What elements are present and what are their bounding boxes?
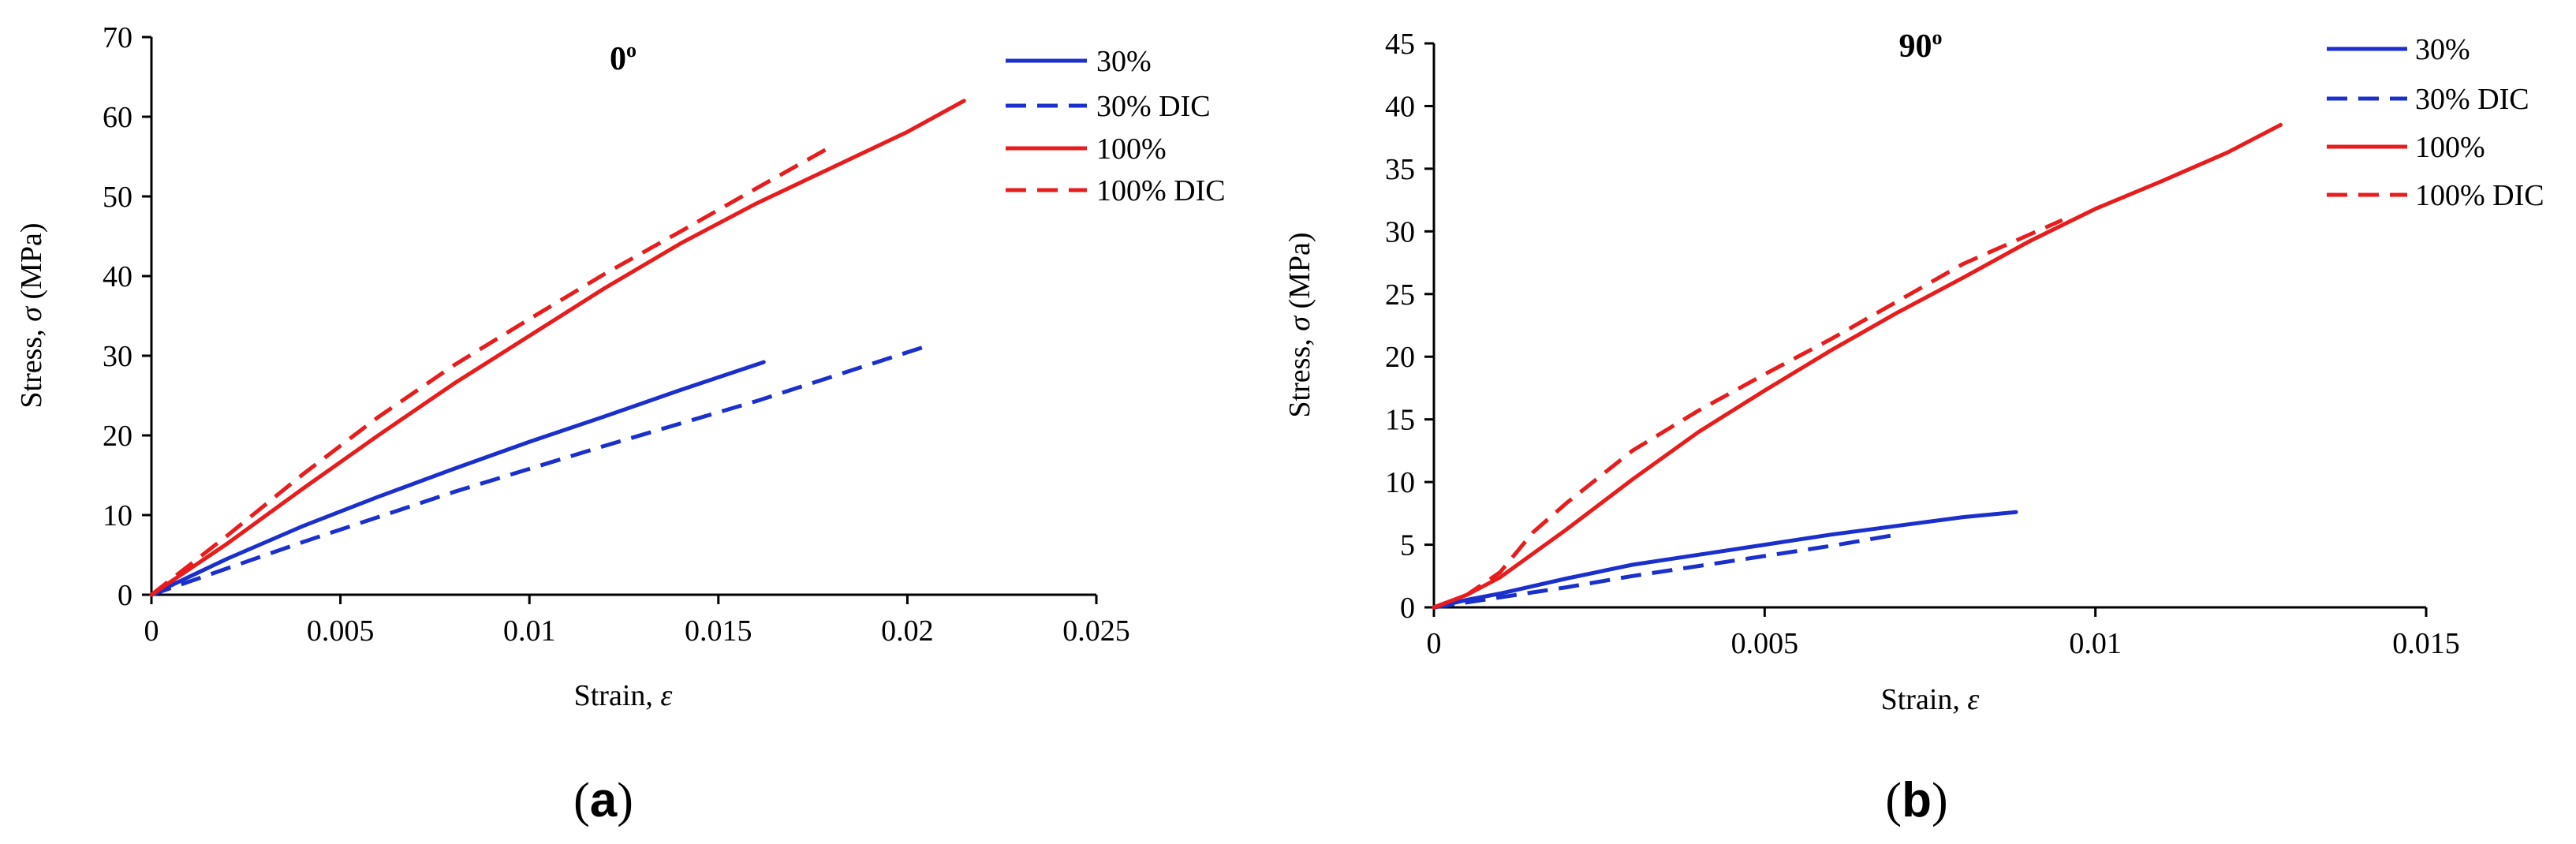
chart-a-y-tick-label: 10	[103, 499, 133, 532]
chart-a-series-30-dic	[151, 344, 928, 597]
chart-b-x-tick-label: 0.01	[2069, 627, 2122, 660]
chart-a-y-tick-label: 20	[103, 420, 133, 453]
chart-a-y-tick-label: 0	[118, 579, 133, 612]
chart-b-y-tick-label: 10	[1385, 466, 1415, 499]
chart-b-x-tick-label: 0	[1427, 627, 1442, 660]
chart-a-y-tick-label: 60	[103, 101, 133, 134]
chart-b-series-30	[1432, 510, 2018, 610]
chart-a-legend-label-3: 100% DIC	[1096, 174, 1226, 207]
chart-b-series	[1432, 122, 2283, 610]
chart-b-y-tick-label: 15	[1385, 404, 1415, 437]
chart-a-x-tick-label: 0.005	[307, 614, 375, 648]
chart-a-legend-label-2: 100%	[1096, 133, 1167, 166]
chart-a-x-tick-label: 0.015	[685, 614, 752, 648]
chart-b-legend: 30% 30% DIC 100% 100% DIC	[2327, 33, 2544, 212]
chart-b-tick-labels: 0 5 10 15 20 25 30 35 40 45 0 0.005 0.01 0.015	[1385, 28, 2460, 660]
chart-b-y-tick-label: 30	[1385, 215, 1415, 248]
chart-b-series-100-dic	[1433, 218, 2063, 610]
chart-a-ticks	[142, 35, 1098, 604]
panel-label-b: (b)	[1885, 773, 1947, 827]
chart-a-y-tick-label: 50	[103, 181, 133, 214]
chart-a-series-30	[149, 360, 766, 597]
chart-b-y-tick-label: 40	[1385, 90, 1415, 123]
chart-b-y-tick-label: 25	[1385, 278, 1415, 312]
chart-b-x-tick-label: 0.005	[1731, 627, 1799, 660]
chart-b-series-100	[1432, 122, 2283, 610]
chart-b-title: 90o	[1899, 26, 1943, 65]
chart-a-y-label: Stress, σ (MPa)	[15, 222, 48, 408]
chart-b-x-label: Strain, ε	[1881, 683, 1980, 716]
chart-b-y-tick-label: 0	[1400, 592, 1415, 625]
chart-b-y-label: Stress, σ (MPa)	[1283, 232, 1316, 417]
chart-b-legend-label-0: 30%	[2415, 33, 2470, 66]
chart-b-series-30-dic	[1433, 532, 1898, 610]
chart-a-title: 0o	[610, 39, 637, 77]
chart-a-y-tick-label: 70	[103, 21, 133, 54]
chart-a-series-100-dic	[150, 144, 833, 596]
chart-a-tick-labels: 0 10 20 30 40 50 60 70 0 0.005 0.01 0.015 0.02 0.025	[103, 21, 1130, 648]
chart-b-legend-label-1: 30% DIC	[2415, 83, 2529, 116]
chart-a-y-tick-label: 30	[103, 340, 133, 373]
chart-b-y-tick-label: 45	[1385, 28, 1415, 61]
chart-a-x-tick-label: 0.025	[1062, 614, 1130, 648]
chart-a-legend-label-1: 30% DIC	[1096, 90, 1211, 123]
chart-a-x-label: Strain, ε	[574, 679, 673, 712]
chart-b-y-tick-label: 35	[1385, 153, 1415, 186]
chart-b-x-tick-label: 0.015	[2392, 627, 2460, 660]
chart-a-legend-label-0: 30%	[1096, 45, 1152, 78]
chart-a-x-tick-label: 0	[144, 614, 159, 648]
chart-90-degrees: 0 5 10 15 20 25 30 35 40 45 0 0.005 0.01 0.015 90o St…	[1283, 26, 2544, 827]
chart-a-legend: 30% 30% DIC 100% 100% DIC	[1006, 45, 1226, 207]
chart-a-x-tick-label: 0.01	[503, 614, 556, 648]
chart-a-series-100	[149, 99, 966, 597]
chart-b-legend-label-3: 100% DIC	[2415, 179, 2544, 212]
chart-b-y-tick-label: 5	[1400, 529, 1415, 562]
chart-b-legend-label-2: 100%	[2415, 131, 2485, 164]
chart-a-series	[149, 99, 966, 597]
chart-a-y-tick-label: 40	[103, 260, 133, 293]
chart-a-x-tick-label: 0.02	[881, 614, 934, 648]
chart-b-y-tick-label: 20	[1385, 341, 1415, 374]
panel-label-a: (a)	[573, 773, 633, 827]
